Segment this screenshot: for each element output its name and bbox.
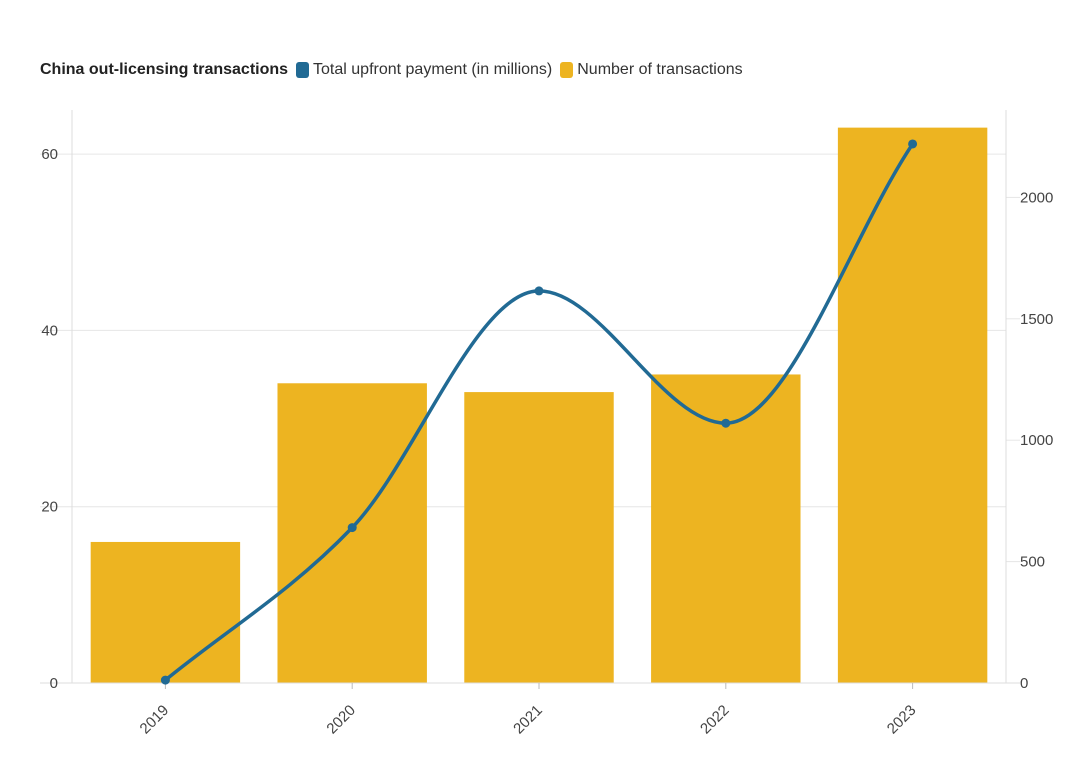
x-tick-label-2023: 2023 bbox=[884, 702, 920, 738]
x-tick-label-2021: 2021 bbox=[510, 702, 546, 738]
legend-swatch-upfront-payment bbox=[296, 62, 310, 78]
line-series bbox=[160, 139, 918, 685]
legend-item-transactions[interactable]: Number of transactions bbox=[560, 61, 743, 79]
point-2019 bbox=[160, 675, 170, 685]
y-right-tick-label: 2000 bbox=[1020, 189, 1053, 206]
y-left-tick-label: 20 bbox=[41, 499, 58, 516]
axes bbox=[40, 110, 1020, 689]
bar-2019 bbox=[90, 541, 241, 683]
y-right-tick-label: 0 bbox=[1020, 675, 1028, 692]
y-left-tick-label: 40 bbox=[41, 322, 58, 339]
legend-label-upfront-payment: Total upfront payment (in millions) bbox=[313, 61, 553, 78]
y-right-tick-label: 500 bbox=[1020, 554, 1045, 571]
bar-series bbox=[90, 127, 988, 684]
bar-2020 bbox=[277, 383, 427, 683]
point-2022 bbox=[721, 418, 731, 428]
x-tick-label-2019: 2019 bbox=[137, 702, 173, 738]
y-left-tick-label: 60 bbox=[41, 146, 58, 163]
legend-swatch-transactions bbox=[560, 62, 574, 78]
bar-2023 bbox=[837, 127, 988, 684]
point-2020 bbox=[347, 523, 357, 533]
legend-item-upfront-payment[interactable]: Total upfront payment (in millions) bbox=[296, 61, 552, 79]
legend-label-transactions: Number of transactions bbox=[577, 61, 743, 78]
point-2021 bbox=[534, 286, 544, 296]
point-2023 bbox=[908, 139, 918, 149]
chart-legend: China out-licensing transactions Total u… bbox=[40, 58, 751, 82]
x-tick-label-2020: 2020 bbox=[323, 702, 359, 738]
y-right-tick-label: 1500 bbox=[1020, 311, 1053, 328]
y-right-tick-label: 1000 bbox=[1020, 432, 1053, 449]
chart-title: China out-licensing transactions bbox=[40, 61, 289, 78]
bar-2021 bbox=[464, 392, 614, 683]
y-left-tick-label: 0 bbox=[50, 675, 58, 692]
x-tick-label-2022: 2022 bbox=[697, 702, 733, 738]
